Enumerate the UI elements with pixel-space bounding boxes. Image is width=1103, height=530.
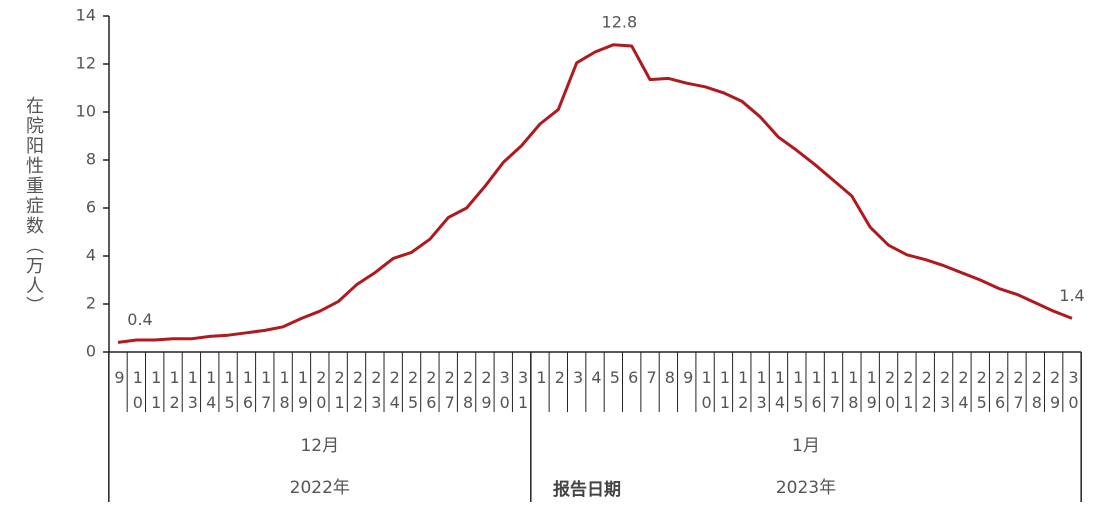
y-tick-label: 0	[86, 342, 96, 361]
x-tick-label: 14	[201, 368, 221, 418]
x-tick-label: 19	[293, 368, 313, 418]
x-tick-label: 28	[458, 368, 478, 418]
y-tick-label: 10	[76, 102, 96, 121]
x-tick-label: 15	[220, 368, 240, 418]
month-label: 12月	[300, 436, 340, 456]
x-tick-label: 21	[330, 368, 350, 418]
x-tick-label: 5	[605, 368, 625, 393]
x-tick-label: 17	[825, 368, 845, 418]
x-tick-label: 2	[550, 368, 570, 393]
x-tick-label: 27	[1008, 368, 1028, 418]
year-label: 2023年	[775, 478, 837, 498]
x-axis-label: 报告日期	[553, 480, 621, 500]
x-tick-label: 22	[348, 368, 368, 418]
x-tick-label: 30	[495, 368, 515, 418]
x-tick-label: 22	[917, 368, 937, 418]
line	[117, 43, 1073, 344]
data-label: 12.8	[602, 12, 638, 31]
x-tick-label: 24	[953, 368, 973, 418]
x-tick-label: 12	[733, 368, 753, 418]
y-tick-label: 4	[86, 246, 96, 265]
x-tick-label: 21	[898, 368, 918, 418]
x-tick-label: 30	[1064, 368, 1083, 418]
y-tick-label: 6	[86, 198, 96, 217]
x-tick-label: 16	[238, 368, 258, 418]
x-tick-label: 8	[660, 368, 680, 393]
x-tick-label: 11	[715, 368, 735, 418]
x-tick-label: 4	[587, 368, 606, 393]
y-tick-label: 12	[76, 54, 96, 73]
y-tick-label: 8	[86, 150, 96, 169]
y-axis-label: 在院阳性重症数（万人）	[23, 96, 44, 316]
x-tick-label: 7	[642, 368, 662, 393]
x-tick-label: 29	[1045, 368, 1065, 418]
x-tick-label: 14	[770, 368, 790, 418]
x-tick-label: 11	[146, 368, 166, 418]
x-tick-label: 12	[165, 368, 185, 418]
x-tick-label: 1	[531, 368, 551, 393]
x-tick-label: 6	[623, 368, 643, 393]
x-tick-label: 23	[366, 368, 386, 418]
x-tick-label: 20	[311, 368, 331, 418]
x-tick-label: 25	[403, 368, 423, 418]
y-tick-label: 14	[76, 6, 96, 25]
x-tick-label: 9	[678, 368, 698, 393]
x-tick-label: 18	[843, 368, 863, 418]
x-tick-label: 10	[128, 368, 148, 418]
x-tick-label: 10	[697, 368, 717, 418]
x-tick-label: 28	[1027, 368, 1047, 418]
year-label: 2022年	[289, 478, 350, 498]
x-tick-label: 13	[183, 368, 203, 418]
x-tick-label: 18	[275, 368, 295, 418]
x-tick-label: 26	[421, 368, 441, 418]
x-tick-label: 15	[788, 368, 808, 418]
month-label: 1月	[792, 436, 820, 456]
x-tick-label: 19	[862, 368, 882, 418]
data-label: 1.4	[1059, 286, 1084, 305]
x-tick-label: 31	[513, 368, 533, 418]
x-tick-label: 13	[752, 368, 772, 418]
x-tick-label: 16	[807, 368, 827, 418]
y-tick-label: 2	[86, 294, 96, 313]
x-tick-label: 3	[568, 368, 588, 393]
x-tick-label: 25	[972, 368, 992, 418]
x-tick-label: 9	[110, 368, 129, 393]
x-tick-label: 17	[256, 368, 276, 418]
x-tick-label: 29	[476, 368, 496, 418]
data-label: 0.4	[127, 310, 152, 329]
x-tick-label: 23	[935, 368, 955, 418]
x-tick-label: 27	[440, 368, 460, 418]
x-tick-label: 24	[385, 368, 405, 418]
x-tick-label: 20	[880, 368, 900, 418]
x-tick-label: 26	[990, 368, 1010, 418]
